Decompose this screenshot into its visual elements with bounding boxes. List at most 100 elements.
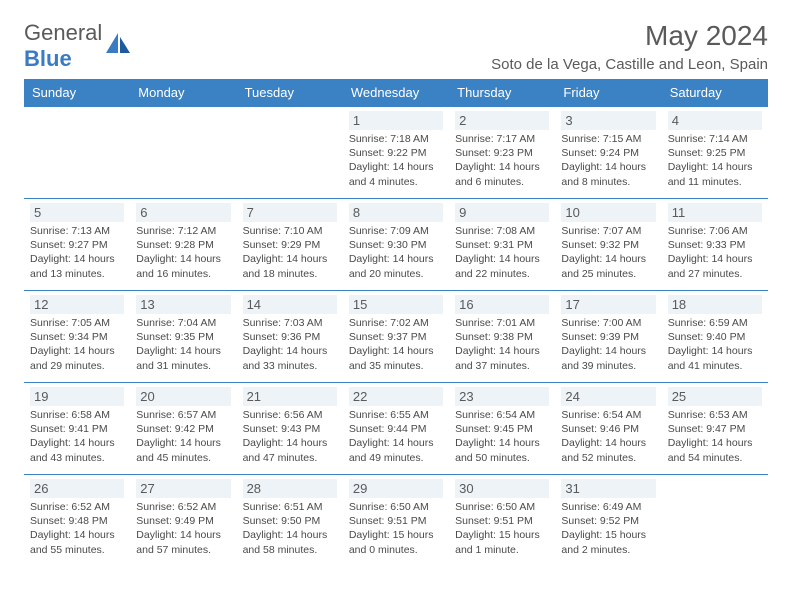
day-detail: Sunrise: 7:02 AMSunset: 9:37 PMDaylight:… bbox=[349, 316, 443, 373]
day-number: 1 bbox=[349, 111, 443, 130]
day-detail: Sunrise: 7:03 AMSunset: 9:36 PMDaylight:… bbox=[243, 316, 337, 373]
day-detail: Sunrise: 7:14 AMSunset: 9:25 PMDaylight:… bbox=[668, 132, 762, 189]
day-number: 6 bbox=[136, 203, 230, 222]
calendar-cell: 2 Sunrise: 7:17 AMSunset: 9:23 PMDaylight… bbox=[449, 107, 555, 199]
calendar-cell: 24 Sunrise: 6:54 AMSunset: 9:46 PMDayligh… bbox=[555, 383, 661, 475]
calendar-cell bbox=[24, 107, 130, 199]
day-number: 3 bbox=[561, 111, 655, 130]
calendar-cell: 7 Sunrise: 7:10 AMSunset: 9:29 PMDaylight… bbox=[237, 199, 343, 291]
day-detail: Sunrise: 7:18 AMSunset: 9:22 PMDaylight:… bbox=[349, 132, 443, 189]
day-detail: Sunrise: 7:00 AMSunset: 9:39 PMDaylight:… bbox=[561, 316, 655, 373]
calendar-cell bbox=[662, 475, 768, 567]
day-detail: Sunrise: 6:50 AMSunset: 9:51 PMDaylight:… bbox=[455, 500, 549, 557]
day-number: 24 bbox=[561, 387, 655, 406]
day-detail: Sunrise: 6:54 AMSunset: 9:46 PMDaylight:… bbox=[561, 408, 655, 465]
calendar-cell: 18Sunrise: 6:59 AMSunset: 9:40 PMDayligh… bbox=[662, 291, 768, 383]
calendar-cell: 28Sunrise: 6:51 AMSunset: 9:50 PMDayligh… bbox=[237, 475, 343, 567]
day-detail: Sunrise: 6:54 AMSunset: 9:45 PMDaylight:… bbox=[455, 408, 549, 465]
header: General Blue May 2024 Soto de la Vega, C… bbox=[24, 20, 768, 73]
day-detail: Sunrise: 7:09 AMSunset: 9:30 PMDaylight:… bbox=[349, 224, 443, 281]
day-detail: Sunrise: 7:15 AMSunset: 9:24 PMDaylight:… bbox=[561, 132, 655, 189]
calendar-cell: 16Sunrise: 7:01 AMSunset: 9:38 PMDayligh… bbox=[449, 291, 555, 383]
calendar-cell: 10 Sunrise: 7:07 AMSunset: 9:32 PMDayligh… bbox=[555, 199, 661, 291]
calendar-cell: 9 Sunrise: 7:08 AMSunset: 9:31 PMDaylight… bbox=[449, 199, 555, 291]
day-detail: Sunrise: 7:12 AMSunset: 9:28 PMDaylight:… bbox=[136, 224, 230, 281]
calendar-body: 1 Sunrise: 7:18 AMSunset: 9:22 PMDaylight… bbox=[24, 107, 768, 567]
day-number: 20 bbox=[136, 387, 230, 406]
day-header: Wednesday bbox=[343, 79, 449, 107]
calendar-week-row: 12 Sunrise: 7:05 AMSunset: 9:34 PMDayligh… bbox=[24, 291, 768, 383]
day-number: 13 bbox=[136, 295, 230, 314]
day-number: 8 bbox=[349, 203, 443, 222]
day-number: 2 bbox=[455, 111, 549, 130]
day-number: 18 bbox=[668, 295, 762, 314]
title-block: May 2024 Soto de la Vega, Castille and L… bbox=[491, 20, 768, 73]
calendar-cell: 22 Sunrise: 6:55 AMSunset: 9:44 PMDayligh… bbox=[343, 383, 449, 475]
calendar-cell: 21 Sunrise: 6:56 AMSunset: 9:43 PMDayligh… bbox=[237, 383, 343, 475]
day-number: 17 bbox=[561, 295, 655, 314]
day-header: Saturday bbox=[662, 79, 768, 107]
calendar-cell: 5Sunrise: 7:13 AMSunset: 9:27 PMDaylight… bbox=[24, 199, 130, 291]
day-header: Monday bbox=[130, 79, 236, 107]
calendar-table: Sunday Monday Tuesday Wednesday Thursday… bbox=[24, 79, 768, 567]
calendar-cell: 14 Sunrise: 7:03 AMSunset: 9:36 PMDayligh… bbox=[237, 291, 343, 383]
calendar-cell: 13 Sunrise: 7:04 AMSunset: 9:35 PMDayligh… bbox=[130, 291, 236, 383]
day-detail: Sunrise: 7:17 AMSunset: 9:23 PMDaylight:… bbox=[455, 132, 549, 189]
calendar-cell bbox=[130, 107, 236, 199]
calendar-cell: 23 Sunrise: 6:54 AMSunset: 9:45 PMDayligh… bbox=[449, 383, 555, 475]
month-title: May 2024 bbox=[491, 20, 768, 52]
day-number: 7 bbox=[243, 203, 337, 222]
calendar-cell: 8 Sunrise: 7:09 AMSunset: 9:30 PMDaylight… bbox=[343, 199, 449, 291]
logo-text-blue: Blue bbox=[24, 46, 72, 71]
day-detail: Sunrise: 7:13 AMSunset: 9:27 PMDaylight:… bbox=[30, 224, 124, 281]
day-number: 27 bbox=[136, 479, 230, 498]
day-number: 22 bbox=[349, 387, 443, 406]
calendar-week-row: 26 Sunrise: 6:52 AMSunset: 9:48 PMDayligh… bbox=[24, 475, 768, 567]
day-detail: Sunrise: 7:10 AMSunset: 9:29 PMDaylight:… bbox=[243, 224, 337, 281]
day-header: Tuesday bbox=[237, 79, 343, 107]
day-detail: Sunrise: 6:55 AMSunset: 9:44 PMDaylight:… bbox=[349, 408, 443, 465]
day-number: 26 bbox=[30, 479, 124, 498]
day-header: Sunday bbox=[24, 79, 130, 107]
calendar-cell: 19 Sunrise: 6:58 AMSunset: 9:41 PMDayligh… bbox=[24, 383, 130, 475]
day-detail: Sunrise: 6:57 AMSunset: 9:42 PMDaylight:… bbox=[136, 408, 230, 465]
day-detail: Sunrise: 7:04 AMSunset: 9:35 PMDaylight:… bbox=[136, 316, 230, 373]
calendar-cell: 11Sunrise: 7:06 AMSunset: 9:33 PMDayligh… bbox=[662, 199, 768, 291]
day-number: 31 bbox=[561, 479, 655, 498]
day-detail: Sunrise: 7:01 AMSunset: 9:38 PMDaylight:… bbox=[455, 316, 549, 373]
calendar-cell: 4Sunrise: 7:14 AMSunset: 9:25 PMDaylight… bbox=[662, 107, 768, 199]
day-detail: Sunrise: 7:08 AMSunset: 9:31 PMDaylight:… bbox=[455, 224, 549, 281]
day-detail: Sunrise: 6:58 AMSunset: 9:41 PMDaylight:… bbox=[30, 408, 124, 465]
calendar-cell: 27 Sunrise: 6:52 AMSunset: 9:49 PMDayligh… bbox=[130, 475, 236, 567]
logo-text-gray: General bbox=[24, 20, 102, 45]
day-detail: Sunrise: 6:51 AMSunset: 9:50 PMDaylight:… bbox=[243, 500, 337, 557]
sail-icon bbox=[104, 31, 134, 62]
day-detail: Sunrise: 6:52 AMSunset: 9:48 PMDaylight:… bbox=[30, 500, 124, 557]
day-detail: Sunrise: 7:05 AMSunset: 9:34 PMDaylight:… bbox=[30, 316, 124, 373]
day-detail: Sunrise: 6:56 AMSunset: 9:43 PMDaylight:… bbox=[243, 408, 337, 465]
day-number: 25 bbox=[668, 387, 762, 406]
day-number: 9 bbox=[455, 203, 549, 222]
logo: General Blue bbox=[24, 20, 134, 72]
calendar-cell: 20 Sunrise: 6:57 AMSunset: 9:42 PMDayligh… bbox=[130, 383, 236, 475]
day-number: 19 bbox=[30, 387, 124, 406]
day-number: 23 bbox=[455, 387, 549, 406]
calendar-cell bbox=[237, 107, 343, 199]
day-number: 21 bbox=[243, 387, 337, 406]
day-number: 30 bbox=[455, 479, 549, 498]
day-detail: Sunrise: 7:07 AMSunset: 9:32 PMDaylight:… bbox=[561, 224, 655, 281]
day-detail: Sunrise: 6:52 AMSunset: 9:49 PMDaylight:… bbox=[136, 500, 230, 557]
calendar-cell: 6 Sunrise: 7:12 AMSunset: 9:28 PMDaylight… bbox=[130, 199, 236, 291]
calendar-cell: 26 Sunrise: 6:52 AMSunset: 9:48 PMDayligh… bbox=[24, 475, 130, 567]
day-number: 11 bbox=[668, 203, 762, 222]
calendar-cell: 25Sunrise: 6:53 AMSunset: 9:47 PMDayligh… bbox=[662, 383, 768, 475]
calendar-week-row: 1 Sunrise: 7:18 AMSunset: 9:22 PMDaylight… bbox=[24, 107, 768, 199]
day-number: 14 bbox=[243, 295, 337, 314]
day-header: Friday bbox=[555, 79, 661, 107]
day-number: 29 bbox=[349, 479, 443, 498]
day-number: 10 bbox=[561, 203, 655, 222]
logo-text: General Blue bbox=[24, 20, 102, 72]
calendar-cell: 30 Sunrise: 6:50 AMSunset: 9:51 PMDayligh… bbox=[449, 475, 555, 567]
day-number: 12 bbox=[30, 295, 124, 314]
calendar-page: General Blue May 2024 Soto de la Vega, C… bbox=[0, 0, 792, 567]
